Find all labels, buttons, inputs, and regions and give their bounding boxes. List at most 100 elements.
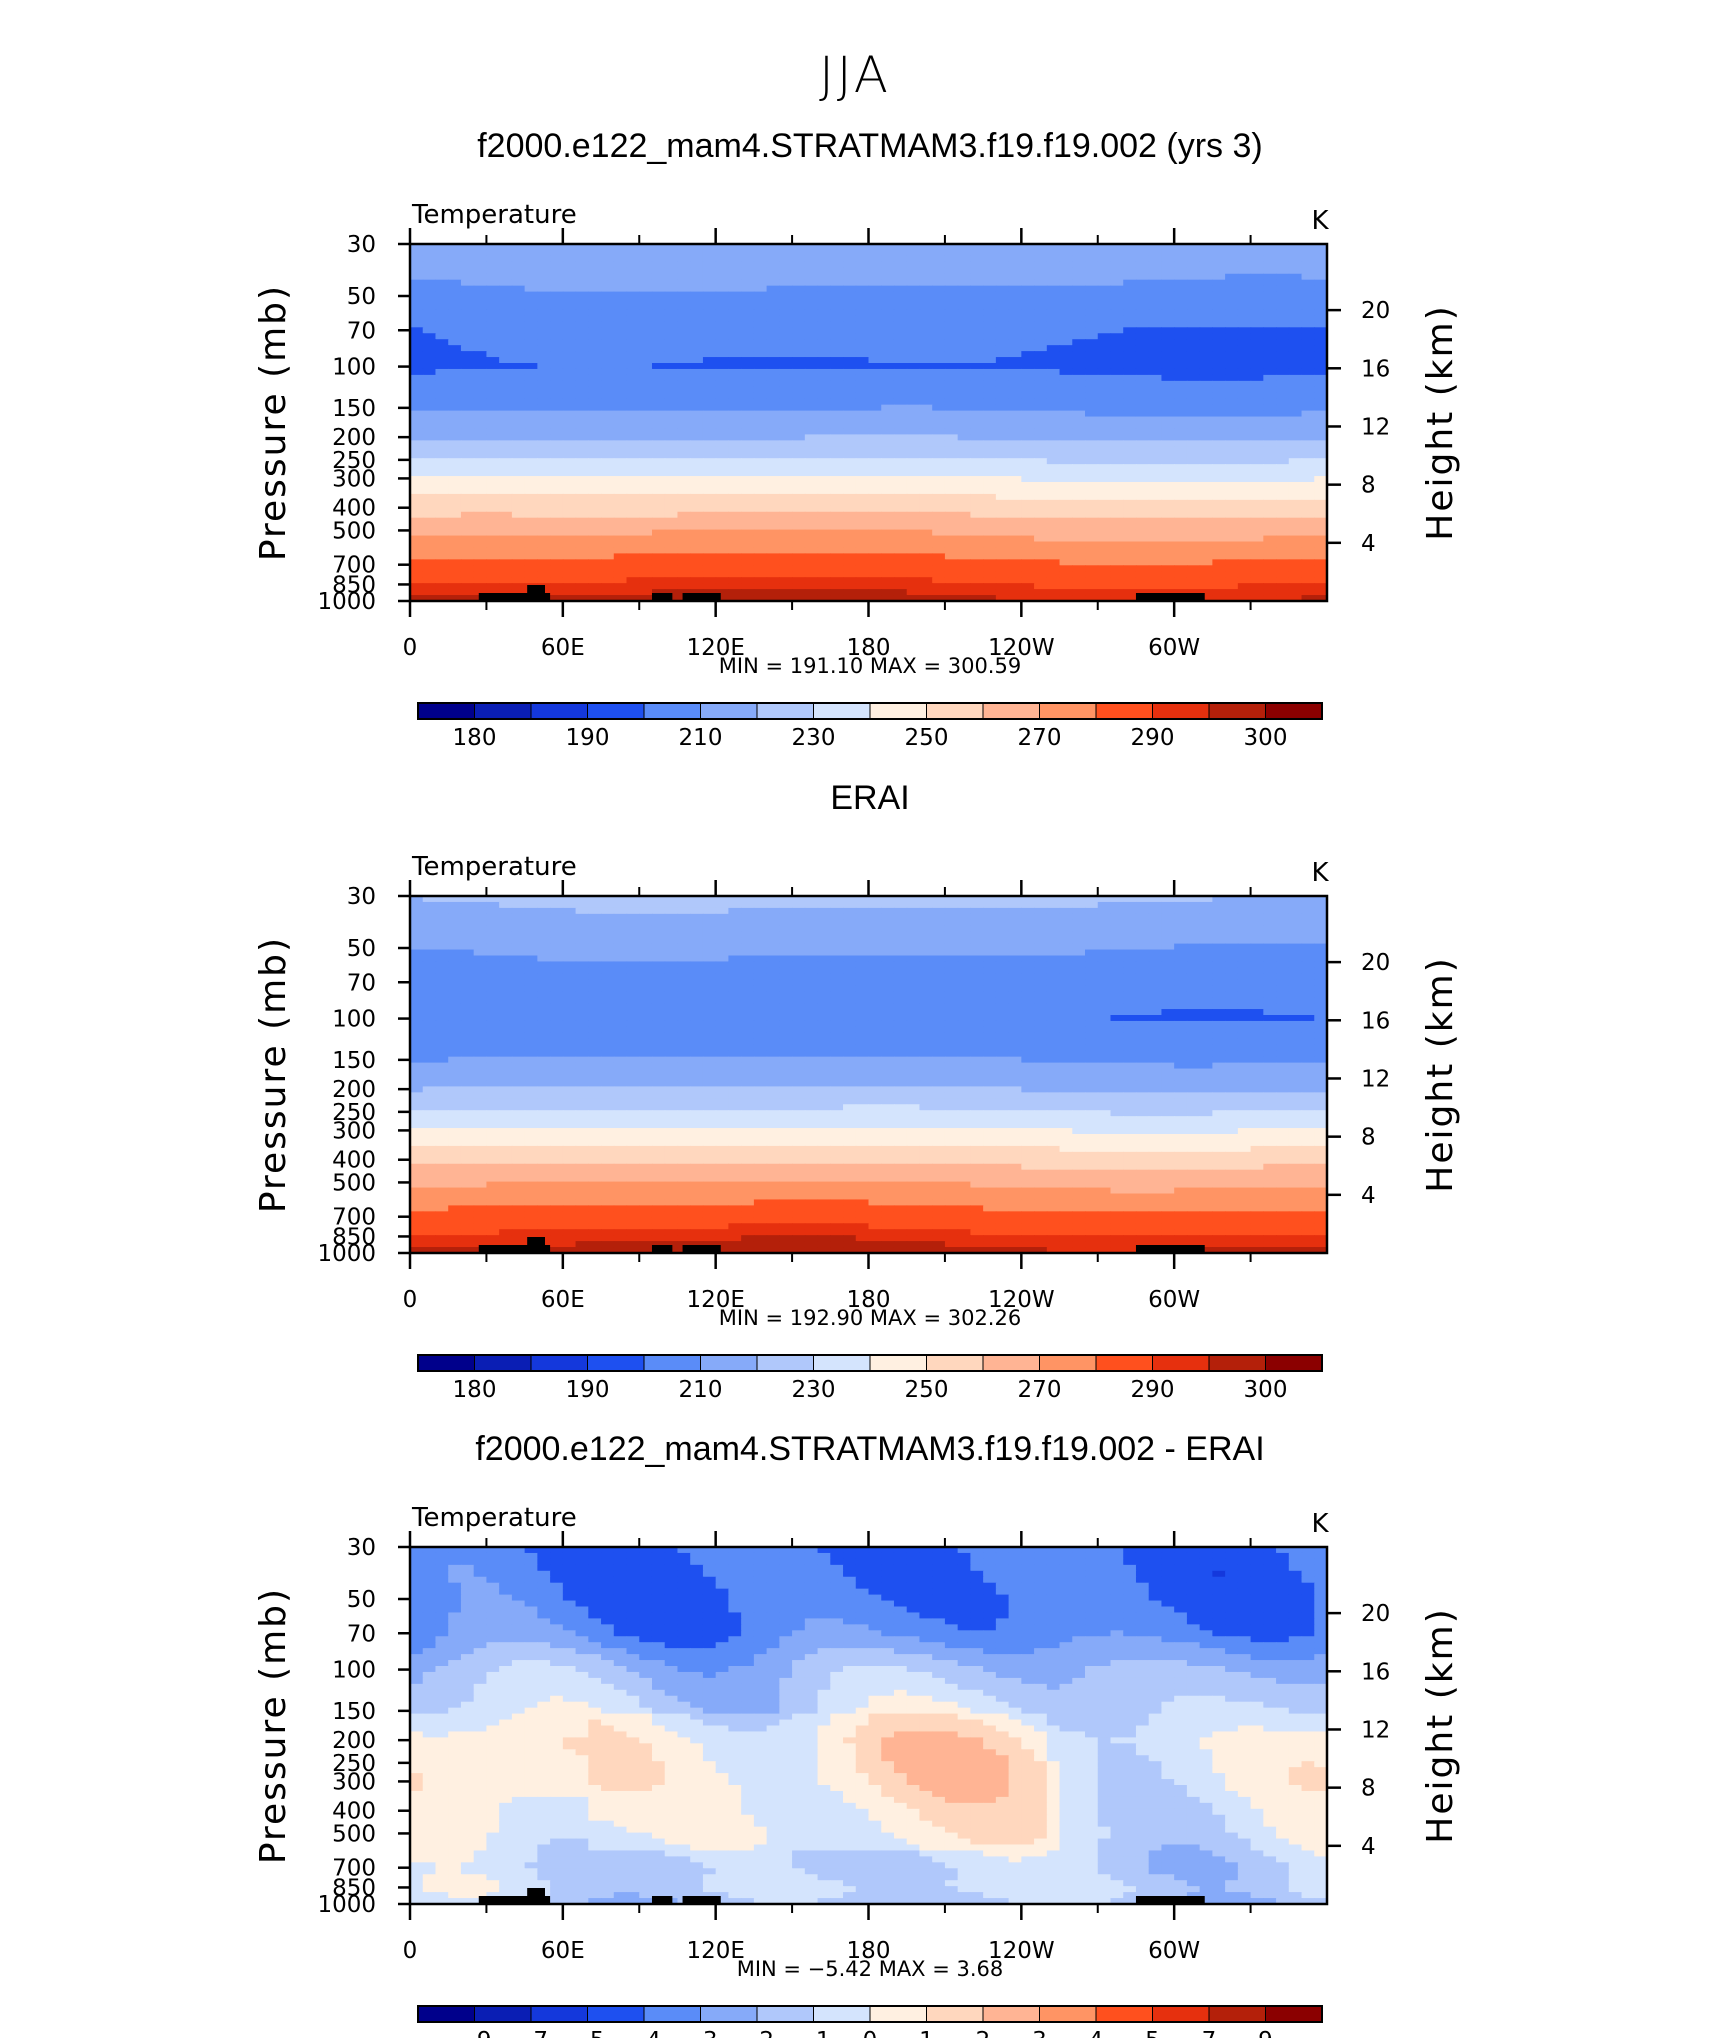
heatmap-cell	[664, 919, 679, 927]
heatmap-cell	[1250, 428, 1264, 435]
heatmap-cell	[422, 589, 437, 596]
heatmap-cell	[1135, 470, 1150, 477]
heatmap-cell	[410, 273, 424, 281]
heatmap-cell	[524, 919, 538, 927]
heatmap-cell	[1174, 255, 1188, 263]
heatmap-cell	[1034, 505, 1048, 513]
heatmap-cell	[575, 398, 589, 406]
heatmap-cell	[626, 261, 640, 269]
heatmap-cell	[995, 291, 1010, 299]
heatmap-cell	[537, 398, 551, 406]
heatmap-cell	[499, 273, 513, 281]
heatmap-cell	[1225, 589, 1239, 596]
heatmap-cell	[499, 386, 513, 394]
heatmap-cell	[1008, 267, 1022, 275]
heatmap-cell	[1059, 339, 1073, 346]
heatmap-cell	[779, 398, 793, 406]
heatmap-cell	[473, 487, 488, 495]
heatmap-cell	[728, 428, 742, 435]
heatmap-cell	[1021, 541, 1035, 549]
heatmap-cell	[410, 458, 424, 465]
heatmap-cell	[753, 535, 768, 543]
heatmap-cell	[575, 511, 589, 519]
heatmap-cell	[664, 255, 679, 263]
heatmap-cell	[422, 517, 437, 525]
heatmap-cell	[639, 896, 653, 903]
heatmap-cell	[1072, 440, 1086, 447]
heatmap-cell	[1263, 267, 1277, 275]
heatmap-cell	[575, 517, 589, 525]
heatmap-cell	[626, 547, 640, 554]
heatmap-cell	[1212, 913, 1226, 921]
heatmap-cell	[881, 434, 895, 441]
heatmap-cell	[588, 458, 602, 465]
heatmap-cell	[410, 541, 424, 549]
heatmap-cell	[715, 386, 730, 394]
heatmap-cell	[1174, 565, 1188, 572]
heatmap-cell	[1225, 482, 1239, 489]
heatmap-cell	[1276, 261, 1290, 269]
heatmap-cell	[932, 392, 946, 400]
heatmap-cell	[932, 255, 946, 263]
heatmap-cell	[626, 589, 640, 596]
heatmap-cell	[1225, 565, 1239, 572]
heatmap-cell	[1097, 464, 1112, 471]
colorbar-label: 300	[1244, 725, 1288, 751]
heatmap-cell	[1110, 309, 1124, 316]
heatmap-cell	[690, 416, 704, 424]
heatmap-cell	[1161, 249, 1175, 257]
heatmap-cell	[932, 303, 946, 311]
colorbar-box	[700, 702, 758, 720]
heatmap-cell	[486, 339, 500, 346]
heatmap-cell	[1110, 925, 1124, 933]
heatmap-cell	[664, 428, 679, 435]
heatmap-cell	[1199, 511, 1213, 519]
heatmap-cell	[664, 901, 679, 909]
heatmap-cell	[995, 315, 1010, 322]
heatmap-cell	[779, 428, 793, 435]
heatmap-cell	[1110, 327, 1124, 334]
heatmap-cell	[1135, 937, 1150, 945]
heatmap-cell	[702, 565, 717, 572]
heatmap-cell	[906, 901, 921, 909]
heatmap-cell	[932, 374, 946, 382]
heatmap-cell	[499, 482, 513, 489]
heatmap-cell	[626, 458, 640, 465]
heatmap-cell	[639, 321, 653, 328]
heatmap-cell	[932, 559, 946, 566]
heatmap-cell	[435, 931, 449, 939]
heatmap-cell	[893, 476, 908, 483]
heatmap-cell	[830, 541, 844, 549]
heatmap-cell	[868, 511, 882, 519]
heatmap-cell	[868, 583, 882, 590]
heatmap-cell	[804, 931, 819, 939]
heatmap-cell	[715, 589, 730, 596]
heatmap-cell	[511, 327, 526, 334]
heatmap-cell	[626, 446, 640, 453]
heatmap-cell	[932, 410, 946, 418]
heatmap-cell	[562, 303, 577, 311]
heatmap-cell	[537, 458, 551, 465]
heatmap-cell	[613, 529, 628, 537]
heatmap-cell	[588, 925, 602, 933]
heatmap-cell	[830, 470, 844, 477]
heatmap-cell	[1225, 559, 1239, 566]
heatmap-cell	[893, 363, 908, 370]
heatmap-cell	[1250, 907, 1264, 915]
heatmap-cell	[588, 487, 602, 495]
heatmap-cell	[1008, 931, 1022, 939]
heatmap-cell	[575, 565, 589, 572]
heatmap-cell	[944, 464, 959, 471]
heatmap-cell	[1301, 351, 1315, 358]
heatmap-cell	[1148, 368, 1163, 376]
heatmap-cell	[435, 493, 449, 501]
heatmap-cell	[1276, 583, 1290, 590]
heatmap-cell	[626, 321, 640, 328]
heatmap-cell	[970, 297, 984, 305]
heatmap-cell	[855, 267, 870, 275]
heatmap-cell	[881, 565, 895, 572]
heatmap-cell	[435, 440, 449, 447]
heatmap-cell	[575, 493, 589, 501]
heatmap-cell	[499, 297, 513, 305]
heatmap-cell	[932, 267, 946, 275]
